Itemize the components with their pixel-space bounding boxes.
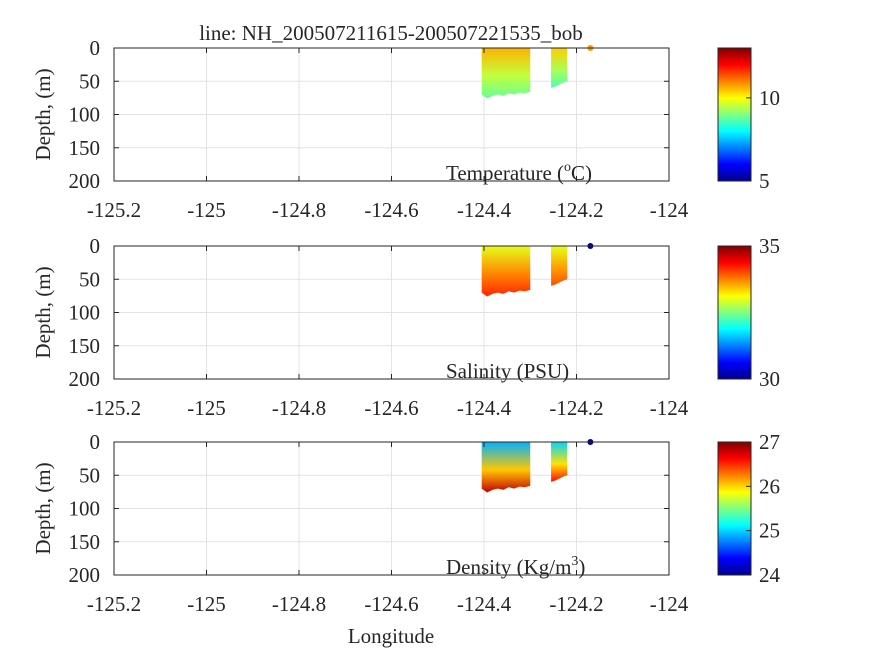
colorbar-tick-label: 26: [759, 474, 780, 498]
y-tick-label: 100: [69, 103, 101, 127]
x-tick-label: -124.2: [549, 592, 603, 616]
y-tick-label: 200: [69, 367, 101, 391]
y-tick-label: 0: [90, 430, 101, 454]
colorbar-fill: [717, 441, 752, 576]
panel-density: -125.2 -125 -124.8 -124.6 -124.4 -124.2 -124 0 5…: [31, 430, 781, 616]
panel-label: Salinity (PSU): [446, 359, 569, 383]
y-tick-label: 50: [79, 69, 100, 93]
x-tick-label: -124.6: [364, 592, 418, 616]
x-tick-label: -124.4: [457, 198, 512, 222]
colorbar-tick-label: 5: [759, 169, 770, 193]
y-tick-label: 150: [69, 334, 101, 358]
y-axis-label: Depth, (m): [31, 266, 55, 358]
panel-label: Temperature (oC): [446, 160, 592, 185]
x-tick-label: -124.8: [272, 592, 326, 616]
y-tick-label: 200: [69, 563, 101, 587]
colorbar-temperature: 5 10: [717, 47, 780, 193]
y-tick-label: 100: [69, 301, 101, 325]
x-tick-label: -124: [650, 592, 689, 616]
x-axis-label: Longitude: [348, 624, 434, 648]
x-tick-label: -124.8: [272, 198, 326, 222]
colorbar-salinity: 30 35: [717, 234, 780, 391]
data-section: [551, 442, 568, 482]
x-tick-label: -124: [650, 198, 689, 222]
x-tick-label: -125.2: [87, 396, 141, 420]
x-tick-label: -124.8: [272, 396, 326, 420]
colorbar-tick-label: 27: [759, 430, 780, 454]
colorbar-tick-label: 24: [759, 563, 781, 587]
x-tick-label: -124.4: [457, 396, 512, 420]
y-axis-label: Depth, (m): [31, 68, 55, 160]
y-tick-label: 200: [69, 169, 101, 193]
x-tick-label: -124.6: [364, 198, 418, 222]
x-tick-label: -124.2: [549, 396, 603, 420]
x-tick-label: -125: [187, 396, 226, 420]
y-tick-label: 150: [69, 136, 101, 160]
x-tick-label: -124.2: [549, 198, 603, 222]
colorbar-density: 24 25 26 27: [717, 430, 781, 587]
x-tick-label: -125: [187, 592, 226, 616]
y-axis-label: Depth, (m): [31, 462, 55, 554]
x-tick-label: -125.2: [87, 592, 141, 616]
x-tick-label: -124.4: [457, 592, 512, 616]
colorbar-fill: [717, 47, 752, 182]
data-section: [551, 48, 568, 88]
y-tick-label: 50: [79, 463, 100, 487]
data-section: [551, 246, 568, 286]
x-tick-label: -124.6: [364, 396, 418, 420]
y-tick-label: 100: [69, 497, 101, 521]
y-tick-label: 150: [69, 530, 101, 554]
data-section: [481, 246, 531, 297]
panel-label: Density (Kg/m3): [446, 554, 585, 579]
y-tick-label: 50: [79, 267, 100, 291]
x-tick-label: -125: [187, 198, 226, 222]
panel-temperature: -125.2 -125 -124.8 -124.6 -124.4 -124.2 -124 0 5…: [31, 36, 780, 222]
data-section: [481, 48, 531, 99]
y-tick-label: 0: [90, 234, 101, 258]
colorbar-fill: [717, 245, 752, 380]
x-tick-label: -124: [650, 396, 689, 420]
y-tick-label: 0: [90, 36, 101, 60]
colorbar-tick-label: 35: [759, 234, 780, 258]
colorbar-tick-label: 25: [759, 519, 780, 543]
colorbar-tick-label: 10: [759, 86, 780, 110]
panel-salinity: -125.2 -125 -124.8 -124.6 -124.4 -124.2 -124 0 5…: [31, 234, 780, 420]
colorbar-tick-label: 30: [759, 367, 780, 391]
data-section: [481, 442, 531, 493]
x-tick-label: -125.2: [87, 198, 141, 222]
chart-title: line: NH_200507211615-200507221535_bob: [199, 21, 583, 45]
